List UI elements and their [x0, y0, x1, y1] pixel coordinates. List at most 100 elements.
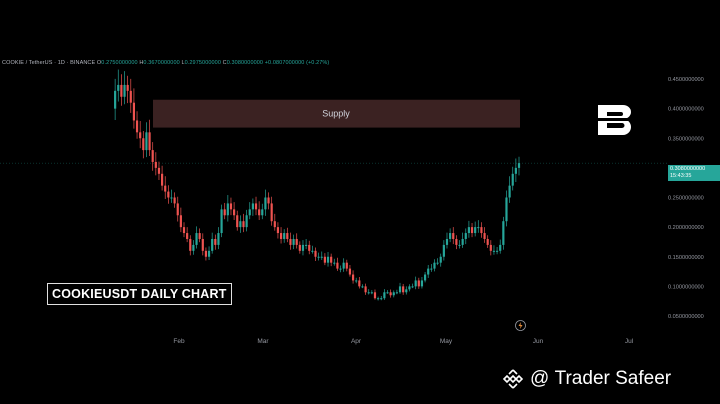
chart-title-label: COOKIEUSDT DAILY CHART	[47, 283, 232, 305]
time-tick-label: Jul	[625, 338, 634, 345]
candle-body	[189, 238, 192, 251]
candle-body	[233, 209, 236, 216]
price-tick-label: 0.3500000000	[668, 136, 704, 142]
candle-body	[455, 238, 458, 245]
candle-body	[157, 167, 161, 174]
candle-body	[261, 209, 264, 216]
candle-body	[273, 221, 276, 228]
candle-body	[192, 244, 195, 251]
candle-body	[267, 197, 270, 204]
candle-body	[201, 238, 204, 251]
candle-body	[364, 286, 367, 293]
candle-body	[336, 262, 339, 269]
low-label: L	[181, 60, 185, 66]
candle-body	[380, 298, 383, 300]
candle-body	[160, 173, 164, 186]
candle-body	[239, 221, 242, 228]
flash-icon[interactable]	[515, 320, 526, 331]
price-tick-label: 0.0500000000	[668, 314, 704, 320]
time-tick-label: May	[440, 338, 453, 345]
supply-zone-label: Supply	[322, 109, 350, 119]
candle-body	[286, 233, 289, 239]
candle-body	[120, 84, 123, 97]
time-tick-label: Mar	[257, 338, 269, 345]
candle-body	[420, 280, 424, 287]
candle-body	[458, 244, 461, 246]
candle-body	[339, 268, 342, 270]
candle-body	[198, 233, 201, 239]
candle-body	[452, 233, 455, 239]
candle-body	[392, 292, 395, 296]
candle-body	[145, 132, 148, 151]
last-price-value: 0.3080000000	[670, 166, 706, 172]
candle-body	[323, 256, 326, 263]
binance-logo-icon	[502, 369, 524, 389]
candle-body	[276, 227, 280, 234]
price-tick-label: 0.1000000000	[668, 284, 704, 290]
candle-body	[176, 203, 179, 216]
candle-body	[229, 203, 233, 210]
candle-body	[264, 197, 267, 210]
candle-body	[311, 250, 314, 252]
symbol-name: COOKIE / TetherUS · 1D · BINANCE	[2, 60, 96, 66]
candle-body	[389, 292, 392, 296]
time-axis[interactable]: Feb Mar Apr May Jun Jul	[173, 338, 633, 345]
candle-body	[467, 227, 471, 234]
candle-body	[492, 250, 496, 252]
candle-body	[139, 132, 142, 139]
candle-body	[439, 256, 442, 263]
candle-body	[214, 238, 217, 245]
candle-body	[114, 90, 117, 109]
candle-body	[395, 292, 398, 294]
bar-countdown: 15:43:35	[670, 173, 692, 179]
last-price-tag: 0.3080000000 15:43:35	[668, 165, 720, 181]
candle-body	[449, 233, 452, 239]
candle-body	[517, 163, 521, 168]
candle-body	[154, 161, 157, 168]
candle-body	[211, 238, 214, 251]
candle-body	[170, 197, 173, 199]
candle-body	[367, 292, 370, 294]
candle-body	[217, 233, 220, 245]
candle-body	[408, 286, 411, 290]
candle-body	[164, 185, 167, 192]
candle-body	[186, 233, 189, 239]
candle-body	[398, 286, 402, 293]
candle-body	[279, 233, 283, 239]
candle-body	[355, 280, 358, 282]
price-tick-label: 0.2000000000	[668, 225, 704, 231]
candle-body	[358, 280, 361, 287]
price-tick-label: 0.4000000000	[668, 107, 704, 113]
price-axis[interactable]: 0.4500000000 0.4000000000 0.3500000000 0.30…	[668, 77, 704, 320]
high-value: 0.3670000000	[143, 60, 180, 66]
candle-body	[489, 244, 492, 251]
candles[interactable]	[114, 69, 521, 301]
candle-body	[270, 203, 273, 222]
candle-body	[436, 262, 439, 264]
candle-body	[442, 244, 445, 257]
candle-body	[423, 274, 427, 281]
candle-body	[301, 244, 305, 251]
candle-body	[295, 238, 298, 245]
candle-body	[258, 209, 261, 216]
time-tick-label: Feb	[173, 338, 185, 345]
candle-body	[298, 244, 301, 251]
candle-body	[417, 280, 420, 287]
candle-body	[142, 138, 145, 151]
candle-body	[330, 256, 333, 263]
candle-body	[505, 197, 508, 222]
candle-body	[377, 298, 380, 300]
price-tick-label: 0.1500000000	[668, 255, 704, 261]
candle-body	[480, 227, 483, 234]
candle-body	[499, 244, 502, 251]
open-label: O	[96, 60, 102, 66]
supply-zone[interactable]	[153, 99, 520, 128]
change-value: +0.0807000000 (+0.27%)	[264, 60, 330, 66]
candle-body	[486, 238, 489, 245]
low-value: 0.2975000000	[184, 60, 221, 66]
candle-body	[132, 102, 136, 121]
author-watermark: @ Trader Safeer	[502, 366, 671, 392]
watermark-name: Trader Safeer	[554, 368, 672, 389]
candle-body	[351, 274, 355, 281]
